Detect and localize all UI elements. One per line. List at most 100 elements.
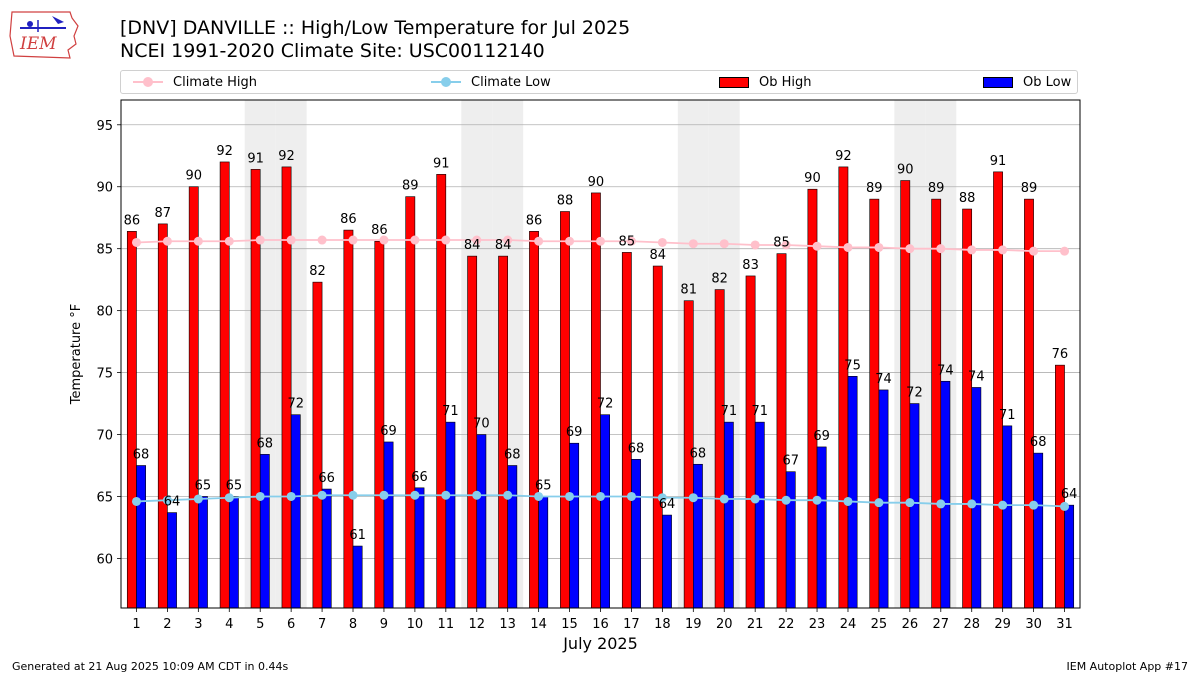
ob-high-label: 88 (959, 191, 976, 206)
climate-high-point (905, 244, 915, 254)
climate-low-point (503, 490, 513, 500)
ob-low-bar (1002, 425, 1013, 609)
ob-low-label: 69 (566, 425, 583, 440)
generated-note: Generated at 21 Aug 2025 10:09 AM CDT in… (12, 660, 289, 673)
ob-high-label: 85 (773, 236, 790, 251)
ob-high-bar (157, 223, 168, 609)
climate-low-point (905, 498, 915, 508)
ob-low-label: 74 (937, 363, 954, 378)
ob-low-label: 65 (226, 478, 243, 493)
ob-high-label: 89 (866, 181, 883, 196)
climate-high-point (967, 245, 977, 255)
ob-high-bar (962, 208, 973, 609)
ob-low-bar (754, 421, 765, 609)
ob-low-label: 66 (411, 470, 428, 485)
ob-high-bar (745, 275, 756, 609)
ob-high-bar (343, 229, 354, 609)
climate-high-point (379, 235, 389, 245)
x-tick-label: 21 (747, 617, 764, 632)
climate-low-point (626, 491, 636, 501)
ob-high-bar (219, 161, 230, 609)
climate-high-point (688, 239, 698, 249)
ob-high-bar (529, 231, 539, 609)
ob-high-bar (405, 196, 416, 609)
ob-low-label: 72 (597, 397, 614, 412)
climate-high-point (750, 240, 760, 250)
climate-high-point (472, 235, 482, 245)
chart-title: [DNV] DANVILLE :: High/Low Temperature f… (120, 17, 631, 39)
ob-low-bar (507, 465, 518, 609)
ob-low-bar (816, 446, 827, 609)
climate-high-point (224, 236, 234, 246)
climate-low-point (781, 495, 791, 505)
climate-high-point (812, 241, 822, 251)
climate-low-point (534, 491, 544, 501)
ob-high-label: 92 (835, 149, 852, 164)
ob-low-label: 71 (752, 404, 769, 419)
x-tick-label: 11 (438, 617, 455, 632)
x-tick-label: 1 (132, 617, 140, 632)
x-axis-label: July 2025 (562, 634, 638, 653)
x-tick-label: 29 (994, 617, 1011, 632)
climate-high-point (1060, 246, 1070, 256)
ob-high-label: 84 (464, 238, 481, 253)
y-tick-label: 80 (96, 305, 113, 320)
y-tick-label: 60 (96, 552, 113, 567)
climate-high-point (317, 235, 327, 245)
ob-high-bar (776, 253, 787, 609)
y-tick-label: 90 (96, 181, 113, 196)
climate-high-point (286, 235, 296, 245)
climate-low-point (750, 494, 760, 504)
ob-low-label: 68 (504, 448, 521, 463)
ob-low-bar (198, 496, 208, 609)
x-tick-label: 13 (499, 617, 516, 632)
ob-low-bar (1064, 504, 1075, 609)
ob-high-bar (652, 265, 663, 609)
climate-low-point (162, 495, 172, 505)
climate-high-point (596, 236, 605, 246)
climate-high-point (843, 242, 853, 252)
x-tick-label: 26 (902, 617, 919, 632)
x-tick-label: 9 (380, 617, 388, 632)
climate-high-point (441, 235, 451, 245)
ob-low-label: 65 (195, 478, 212, 493)
ob-low-label: 68 (133, 448, 150, 463)
climate-low-point (255, 491, 265, 501)
x-tick-label: 7 (318, 617, 326, 632)
climate-high-point (657, 237, 667, 247)
y-tick-label: 70 (96, 429, 113, 444)
climate-low-point (286, 491, 296, 501)
climate-high-point (534, 236, 544, 246)
climate-high-point (719, 239, 729, 249)
legend-item-ob-high: Ob High (719, 71, 812, 93)
climate-low-point (596, 491, 605, 501)
ob-low-label: 69 (813, 429, 830, 444)
x-tick-label: 10 (407, 617, 424, 632)
climate-low-point (193, 494, 203, 504)
iem-logo: IEM (9, 11, 79, 59)
x-tick-label: 22 (778, 617, 795, 632)
ob-high-label: 84 (495, 238, 512, 253)
ob-high-label: 90 (588, 175, 605, 190)
y-tick-label: 75 (96, 367, 113, 382)
climate-low-point (657, 493, 667, 503)
ob-low-label: 69 (380, 424, 397, 439)
ob-low-bar (723, 421, 734, 609)
legend-symbol (983, 76, 1013, 88)
ob-low-bar (476, 434, 487, 609)
y-axis-label: Temperature °F (69, 304, 84, 405)
ob-high-bar (498, 255, 508, 609)
x-tick-label: 17 (623, 617, 640, 632)
ob-high-bar (869, 198, 880, 609)
ob-low-label: 70 (473, 417, 490, 432)
ob-low-bar (631, 459, 641, 609)
legend-label: Ob High (759, 74, 812, 90)
ob-high-label: 87 (155, 206, 172, 221)
ob-low-bar (383, 441, 394, 609)
ob-high-label: 89 (402, 179, 419, 194)
ob-high-label: 91 (247, 151, 264, 166)
ob-high-bar (993, 171, 1003, 609)
ob-low-label: 71 (999, 408, 1016, 423)
climate-high-point (936, 244, 946, 254)
ob-high-bar (250, 169, 261, 609)
